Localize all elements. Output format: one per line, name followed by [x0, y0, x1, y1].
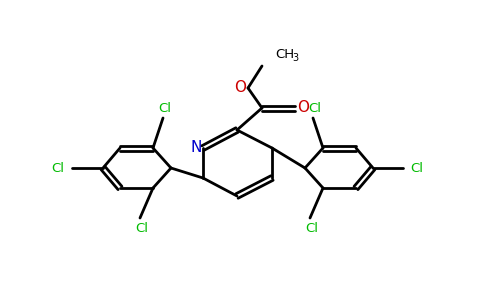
Text: O: O — [234, 80, 246, 95]
Text: Cl: Cl — [51, 161, 64, 175]
Text: O: O — [297, 100, 309, 116]
Text: Cl: Cl — [158, 101, 171, 115]
Text: Cl: Cl — [305, 221, 318, 235]
Text: CH: CH — [275, 49, 294, 62]
Text: Cl: Cl — [410, 161, 424, 175]
Text: 3: 3 — [292, 53, 298, 63]
Text: N: N — [190, 140, 202, 155]
Text: Cl: Cl — [308, 101, 321, 115]
Text: Cl: Cl — [136, 221, 149, 235]
